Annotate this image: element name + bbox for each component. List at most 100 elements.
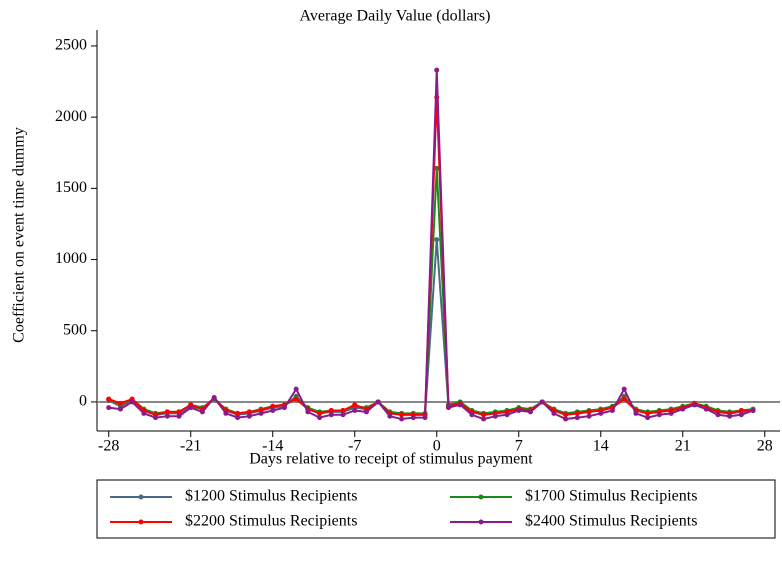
point: [645, 410, 651, 416]
point: [738, 407, 744, 413]
y-tick-label: 2000: [55, 108, 87, 125]
point: [352, 407, 358, 413]
point: [586, 413, 592, 419]
point: [129, 399, 135, 405]
point: [738, 412, 744, 418]
point: [246, 413, 252, 419]
legend-label: $2200 Stimulus Recipients: [185, 513, 357, 530]
legend-marker: [138, 519, 144, 525]
point: [176, 413, 182, 419]
point: [281, 405, 287, 411]
y-tick-label: 2500: [55, 37, 87, 54]
point: [387, 413, 393, 419]
point: [235, 415, 241, 421]
point: [399, 412, 405, 418]
x-tick-label: 0: [433, 438, 441, 455]
point: [656, 412, 662, 418]
x-tick-label: -21: [180, 438, 201, 455]
point: [235, 410, 241, 416]
point: [434, 67, 440, 73]
point: [164, 413, 170, 419]
point: [539, 399, 545, 405]
y-tick-label: 0: [79, 393, 87, 410]
point: [574, 410, 580, 416]
point: [481, 416, 487, 422]
point: [305, 409, 311, 415]
point: [352, 402, 358, 408]
point: [609, 407, 615, 413]
point: [703, 406, 709, 412]
x-tick-label: -28: [98, 438, 119, 455]
point: [246, 409, 252, 415]
point: [188, 405, 194, 411]
point: [317, 415, 323, 421]
point: [527, 409, 533, 415]
x-tick-label: -14: [262, 438, 283, 455]
point: [750, 407, 756, 413]
legend-label: $1200 Stimulus Recipients: [185, 488, 357, 505]
point: [598, 410, 604, 416]
point: [340, 407, 346, 413]
point: [621, 386, 627, 392]
point: [727, 413, 733, 419]
point: [153, 415, 159, 421]
point: [106, 405, 112, 411]
point: [645, 415, 651, 421]
point: [434, 237, 440, 243]
point: [457, 402, 463, 408]
legend-marker: [478, 494, 484, 500]
point: [328, 412, 334, 418]
point: [317, 410, 323, 416]
point: [469, 412, 475, 418]
point: [363, 409, 369, 415]
point: [586, 409, 592, 415]
point: [504, 412, 510, 418]
legend-box: [96, 479, 776, 539]
point: [492, 413, 498, 419]
legend-marker: [478, 519, 484, 525]
point: [680, 406, 686, 412]
point: [445, 405, 451, 411]
point: [199, 409, 205, 415]
point: [211, 395, 217, 401]
chart-title: Average Daily Value (dollars): [300, 8, 491, 25]
x-axis-label: Days relative to receipt of stimulus pay…: [249, 451, 533, 468]
point: [270, 403, 276, 409]
y-tick-label: 1500: [55, 179, 87, 196]
point: [223, 410, 229, 416]
legend-marker: [138, 494, 144, 500]
point: [481, 412, 487, 418]
point: [434, 165, 440, 171]
legend-label: $2400 Stimulus Recipients: [525, 513, 697, 530]
point: [117, 400, 123, 406]
point: [258, 410, 264, 416]
y-tick-label: 500: [63, 321, 87, 338]
point: [691, 402, 697, 408]
point: [633, 410, 639, 416]
point: [621, 396, 627, 402]
point: [715, 412, 721, 418]
point: [293, 386, 299, 392]
point: [141, 410, 147, 416]
x-tick-label: 28: [757, 438, 773, 455]
y-tick-label: 1000: [55, 250, 87, 267]
point: [563, 416, 569, 422]
point: [516, 407, 522, 413]
point: [328, 407, 334, 413]
y-axis-label: Coefficient on event time dummy: [11, 127, 28, 343]
point: [668, 410, 674, 416]
point: [422, 415, 428, 421]
x-tick-label: 7: [515, 438, 523, 455]
point: [399, 416, 405, 422]
point: [164, 409, 170, 415]
point: [293, 396, 299, 402]
x-tick-label: 21: [675, 438, 691, 455]
point: [375, 399, 381, 405]
x-tick-label: 14: [593, 438, 609, 455]
series-line: [108, 70, 754, 421]
point: [563, 412, 569, 418]
series-line: [108, 168, 754, 415]
point: [270, 407, 276, 413]
legend-label: $1700 Stimulus Recipients: [525, 488, 697, 505]
